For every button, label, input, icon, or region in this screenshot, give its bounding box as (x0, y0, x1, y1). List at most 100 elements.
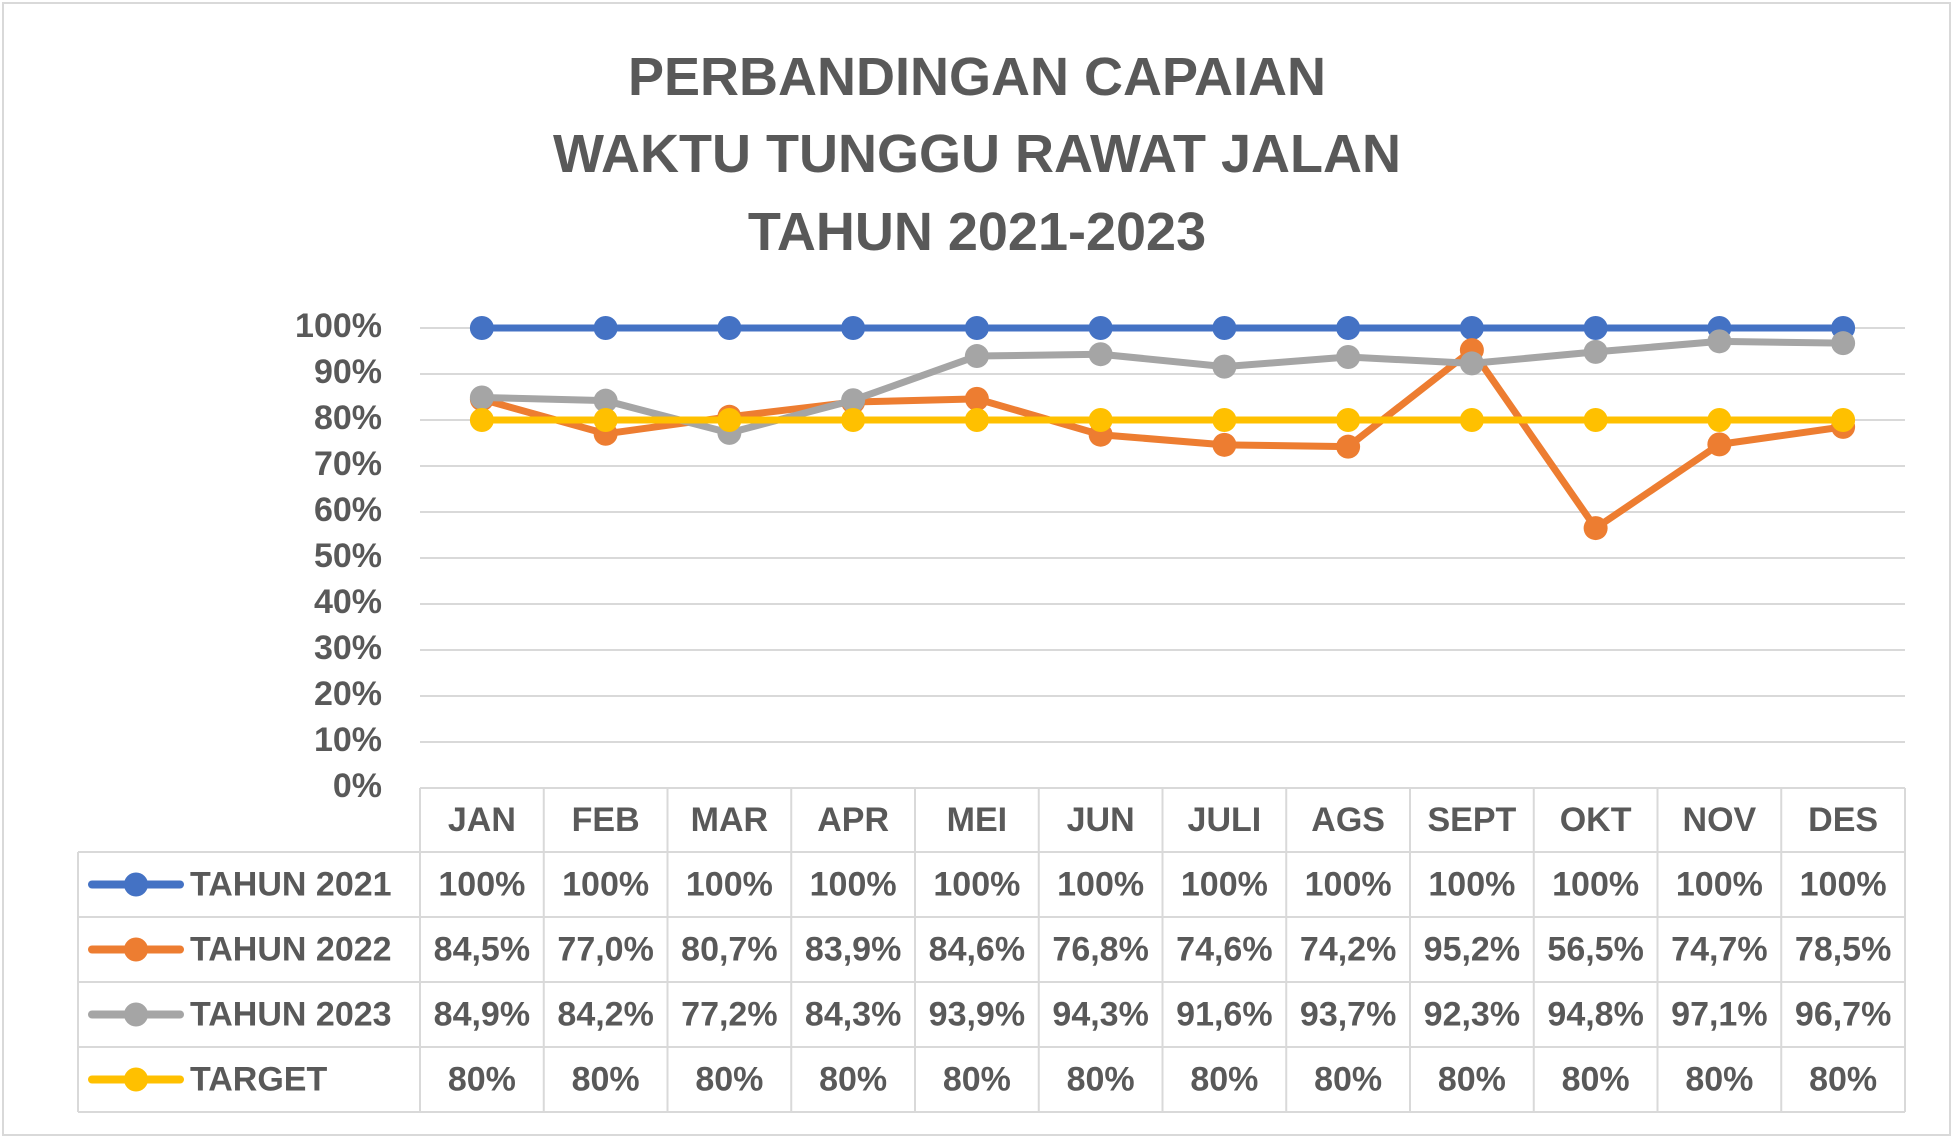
data-point (1212, 408, 1237, 432)
y-tick-label: 0% (333, 767, 382, 805)
legend-label: TAHUN 2021 (190, 865, 392, 903)
gridlines (420, 327, 1905, 743)
legend-label: TAHUN 2023 (190, 995, 392, 1033)
y-tick-label: 40% (314, 583, 382, 621)
x-category-label: NOV (1683, 801, 1757, 839)
data-point (1707, 329, 1732, 354)
table-cell-value: 100% (1676, 865, 1763, 903)
table-cell-value: 80% (1562, 1060, 1630, 1098)
data-point (1212, 432, 1237, 457)
table-cell-value: 93,7% (1300, 995, 1396, 1033)
data-point (1088, 316, 1113, 340)
data-point (1583, 516, 1608, 541)
x-category-label: JUN (1067, 801, 1135, 839)
data-point (1831, 331, 1856, 356)
table-cell-value: 84,3% (805, 995, 901, 1033)
table-cell-value: 74,2% (1300, 930, 1396, 968)
table-cell-value: 97,1% (1671, 995, 1767, 1033)
table-cell-value: 80% (448, 1060, 516, 1098)
y-tick-label: 10% (314, 721, 382, 759)
table-cell-value: 100% (1057, 865, 1144, 903)
table-cell-value: 100% (1552, 865, 1639, 903)
legend-key-marker (124, 937, 148, 962)
y-tick-label: 90% (314, 353, 382, 391)
x-category-label: DES (1808, 801, 1878, 839)
x-category-label: OKT (1560, 801, 1632, 839)
table-cell-value: 80% (1067, 1060, 1135, 1098)
data-point (1707, 432, 1732, 457)
table-cell-value: 91,6% (1176, 995, 1272, 1033)
table-cell-value: 94,8% (1547, 995, 1643, 1033)
data-point (841, 316, 866, 340)
table-cell-value: 80% (943, 1060, 1011, 1098)
data-point (593, 316, 618, 340)
x-category-label: APR (817, 801, 889, 839)
table-cell-value: 80% (819, 1060, 887, 1098)
table-cell-value: 100% (562, 865, 649, 903)
table-cell-value: 100% (1800, 865, 1887, 903)
series (469, 408, 1856, 432)
data-point (964, 344, 989, 369)
series (469, 316, 1856, 340)
x-category-label: JULI (1188, 801, 1262, 839)
table-cell-value: 93,9% (929, 995, 1025, 1033)
y-tick-label: 50% (314, 537, 382, 575)
legend-key-marker (124, 872, 148, 897)
data-point (1459, 316, 1484, 340)
table-cell-value: 80% (695, 1060, 763, 1098)
table-cell-value: 84,9% (434, 995, 530, 1033)
table-cell-value: 100% (933, 865, 1020, 903)
data-point (1831, 408, 1856, 432)
data-point (1336, 344, 1361, 369)
y-tick-label: 30% (314, 629, 382, 667)
data-point (593, 388, 618, 413)
data-point (841, 408, 866, 432)
legend-key-marker (124, 1067, 148, 1092)
y-tick-label: 100% (295, 307, 382, 345)
data-point (1336, 434, 1361, 459)
table-cell-value: 77,2% (681, 995, 777, 1033)
x-category-label: MEI (947, 801, 1007, 839)
table-cell-value: 80,7% (681, 930, 777, 968)
data-table: JAN FEB MAR APR MEI JUN JULI AGS SEPT OKT NOV DES TA… (77, 787, 1906, 1113)
table-cell-value: 100% (686, 865, 773, 903)
table-cell-value: 76,8% (1052, 930, 1148, 968)
table-cell-value: 92,3% (1424, 995, 1520, 1033)
y-tick-label: 60% (314, 491, 382, 529)
chart-title-line-2: WAKTU TUNGGU RAWAT JALAN (553, 124, 1401, 184)
series-line (478, 346, 1847, 532)
data-point (717, 316, 742, 340)
table-cell-value: 94,3% (1052, 995, 1148, 1033)
table-cell-value: 77,0% (557, 930, 653, 968)
y-axis-tick-labels: 0% 10% 20% 30% 40% 50% 60% 70% 80% 90% 100% (295, 307, 382, 805)
table-cell-value: 80% (1438, 1060, 1506, 1098)
table-cell-value: 83,9% (805, 930, 901, 968)
chart-title-line-3: TAHUN 2021-2023 (748, 202, 1206, 262)
chart-title-line-1: PERBANDINGAN CAPAIAN (628, 47, 1326, 107)
series-line (478, 337, 1847, 437)
y-tick-label: 80% (314, 399, 382, 437)
x-category-label: JAN (448, 801, 516, 839)
table-cell-value: 100% (1428, 865, 1515, 903)
table-cell-value: 100% (1181, 865, 1268, 903)
data-point (964, 386, 989, 411)
table-cell-value: 78,5% (1795, 930, 1891, 968)
table-cell-value: 80% (1685, 1060, 1753, 1098)
table-cell-value: 80% (572, 1060, 640, 1098)
data-point (1583, 339, 1608, 364)
x-category-label: MAR (691, 801, 768, 839)
data-point (1583, 408, 1608, 432)
legend-label: TAHUN 2022 (190, 930, 392, 968)
table-cell-value: 74,6% (1176, 930, 1272, 968)
legend-key-marker (124, 1002, 148, 1027)
table-cell-value: 84,5% (434, 930, 530, 968)
data-point (469, 316, 494, 340)
x-category-label: FEB (572, 801, 640, 839)
legend-label: TARGET (190, 1060, 327, 1098)
data-point (717, 408, 742, 432)
x-category-label: SEPT (1427, 801, 1516, 839)
table-cell-value: 80% (1314, 1060, 1382, 1098)
table-cell-value: 84,2% (557, 995, 653, 1033)
